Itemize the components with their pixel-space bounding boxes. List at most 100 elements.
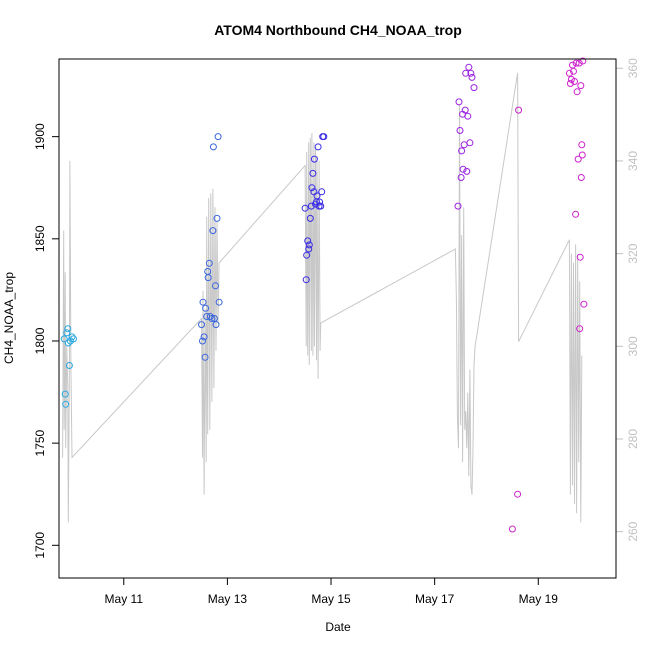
x-tick-label-2: May 15 [311,592,351,606]
plot-frame [58,58,617,579]
data-point-4-12 [573,88,581,96]
data-point-3-17 [470,84,478,92]
data-point-2-2 [303,251,311,259]
data-point-2-4 [305,245,313,253]
data-point-4-14 [575,59,583,67]
data-point-3-13 [466,139,474,147]
data-point-4-10 [572,210,580,218]
x-tick-label-3: May 17 [415,592,455,606]
data-point-4-5 [566,80,574,87]
data-point-4-22 [580,300,588,308]
data-point-2-5 [305,241,313,249]
data-point-4-4 [565,69,573,77]
y2-tick-label-4: 340 [626,151,640,171]
data-point-3-12 [465,63,473,71]
data-point-1-18 [214,133,222,141]
data-point-0-1 [61,390,69,398]
y-axis: 1700 1750 1800 1850 1900 [33,123,59,559]
data-point-2-3 [304,237,312,245]
data-point-4-8 [570,67,577,75]
data-point-4-2 [514,490,522,498]
data-point-3-2 [456,127,464,134]
data-point-1-0 [198,321,205,329]
data-point-2-21 [320,133,328,141]
data-point-0-9 [70,335,77,343]
data-point-3-8 [461,106,469,114]
y-axis-label: CH4_NOAA_trop [2,272,16,364]
data-point-0-8 [68,333,76,341]
data-point-4-13 [574,155,582,163]
y2-axis: 260 280 300 320 340 360 [615,58,640,542]
data-point-1-17 [213,214,221,222]
data-point-2-11 [310,155,318,163]
data-point-1-4 [201,353,209,361]
data-point-1-2 [199,298,207,306]
y2-tick-label-0: 260 [626,521,640,541]
data-point-1-7 [204,268,212,275]
data-point-2-8 [308,184,316,192]
data-point-3-15 [468,73,476,81]
data-point-1-9 [205,259,213,267]
y-tick-label-2: 1800 [33,327,47,354]
data-point-2-1 [302,276,310,284]
data-point-0-4 [64,325,72,333]
data-point-2-9 [309,169,317,177]
x-tick-label-4: May 19 [519,592,559,606]
data-point-4-9 [571,78,578,85]
data-point-4-0 [508,525,516,533]
data-point-0-6 [65,362,73,369]
data-point-2-18 [317,202,325,210]
x-axis: May 11 May 13 May 15 May 17 May 19 [105,577,559,606]
data-point-2-17 [316,198,324,206]
data-point-1-12 [209,227,217,235]
y-tick-label-0: 1700 [33,532,47,559]
data-point-4-20 [578,151,586,159]
data-point-1-8 [204,274,212,282]
y-tick-label-1: 1750 [33,429,47,456]
data-point-1-13 [209,143,217,151]
chart-title: ATOM4 Northbound CH4_NOAA_trop [214,22,462,38]
data-point-2-19 [318,188,326,196]
trace-line [62,72,583,523]
data-point-4-18 [577,174,585,181]
data-point-2-0 [301,204,309,212]
data-point-4-16 [576,253,584,261]
y-tick-label-4: 1900 [33,123,47,150]
y2-tick-label-3: 320 [626,243,640,263]
data-point-2-6 [306,214,314,222]
data-point-2-7 [307,202,315,210]
y-tick-label-3: 1850 [33,225,47,252]
data-point-1-10 [206,313,214,320]
data-point-4-17 [577,82,585,90]
data-point-3-7 [460,141,468,149]
data-point-4-21 [579,57,587,65]
data-point-1-16 [212,321,220,329]
y2-tick-label-2: 300 [626,336,640,356]
data-point-3-14 [467,69,475,77]
data-point-3-4 [458,147,466,155]
x-axis-label: Date [325,620,351,634]
data-point-2-14 [313,192,321,200]
data-point-3-0 [454,202,462,210]
data-point-0-2 [62,400,70,408]
data-point-0-5 [64,339,72,347]
data-point-3-9 [462,69,470,77]
data-point-1-15 [212,282,219,290]
x-tick-label-0: May 11 [105,592,144,606]
data-point-3-3 [457,174,465,181]
y2-tick-label-5: 360 [626,58,640,78]
data-point-4-19 [578,141,586,149]
x-tick-label-1: May 13 [208,592,248,606]
data-point-2-15 [314,143,322,151]
data-point-4-11 [572,59,580,67]
data-point-0-0 [60,335,68,343]
data-point-1-3 [200,333,208,341]
data-point-1-19 [215,298,223,306]
data-point-1-11 [208,315,216,322]
data-point-4-15 [576,325,584,333]
data-point-1-1 [199,337,206,345]
points-layer [60,57,588,533]
y2-tick-label-1: 280 [626,429,640,449]
line-layer [62,72,583,523]
